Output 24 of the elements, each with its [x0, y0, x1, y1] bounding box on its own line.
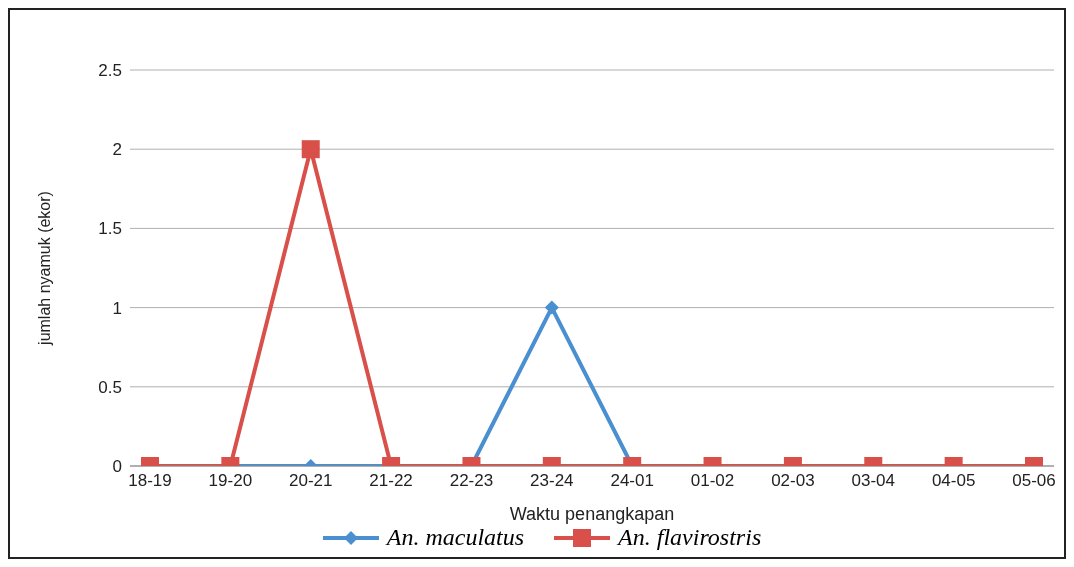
y-tick-label: 1 — [112, 298, 122, 318]
x-tick-label: 02-03 — [771, 471, 815, 491]
x-tick-label: 21-22 — [369, 471, 413, 491]
x-tick-label: 24-01 — [610, 471, 654, 491]
x-axis-title: Waktu penangkapan — [509, 504, 675, 524]
x-tick-label: 20-21 — [288, 471, 333, 491]
point — [544, 300, 559, 315]
x-tick-label: 18-19 — [128, 471, 172, 491]
x-tick-label: 23-24 — [530, 471, 574, 491]
x-tick-label: 19-20 — [208, 471, 253, 491]
x-tick-label: 03-04 — [851, 471, 896, 491]
x-tick-label: 04-05 — [931, 471, 976, 491]
y-axis-title: jumlah nyamuk (ekor) — [35, 191, 53, 346]
legend-label: An. flavirostris — [618, 524, 762, 551]
y-tick-label: 2 — [112, 140, 122, 160]
y-tick-label: 0 — [112, 457, 122, 477]
x-tick-label: 22-23 — [449, 471, 494, 491]
x-tick-label: 01-02 — [690, 471, 735, 491]
y-tick-label: 0.5 — [98, 377, 122, 397]
y-tick-label: 2.5 — [98, 61, 122, 81]
y-tick-label: 1.5 — [98, 219, 122, 239]
legend-label: An. maculatus — [386, 524, 525, 551]
x-tick-label: 05-06 — [1012, 471, 1056, 491]
point — [301, 140, 320, 159]
